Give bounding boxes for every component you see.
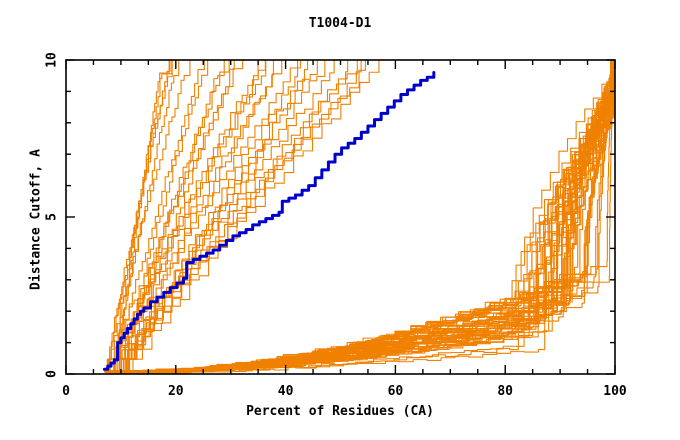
background-curve	[126, 108, 615, 374]
background-curve	[129, 73, 615, 374]
background-curve	[124, 74, 614, 374]
x-tick-label: 80	[497, 384, 513, 399]
background-curve	[104, 60, 173, 373]
background-curve	[112, 60, 173, 373]
x-tick-label: 40	[278, 384, 294, 399]
x-tick-label: 100	[603, 384, 627, 399]
x-tick-label: 60	[388, 384, 404, 399]
svg-text:5: 5	[45, 213, 60, 221]
background-curve	[104, 60, 259, 373]
background-curve	[114, 107, 615, 374]
x-tick-label: 0	[62, 384, 70, 399]
tick-label-layer: 0 20 40 60 80 100 0 5 10	[45, 52, 627, 399]
background-curve	[112, 60, 205, 373]
chart-title: T1004-D1	[308, 16, 372, 31]
x-tick-label: 20	[168, 384, 184, 399]
y-tick-label: 0	[45, 370, 60, 378]
y-tick-label: 10	[45, 52, 60, 68]
svg-text:0: 0	[45, 370, 60, 378]
background-curve	[104, 60, 244, 373]
background-curve	[123, 60, 615, 374]
background-curve	[119, 60, 326, 373]
background-curve	[111, 60, 613, 374]
background-curve	[108, 60, 615, 374]
background-curve	[127, 60, 614, 374]
background-curve	[106, 60, 301, 373]
y-tick-label: 5	[45, 213, 60, 221]
axis-layer	[65, 59, 616, 375]
background-curve	[128, 109, 614, 374]
background-curve	[116, 60, 170, 373]
background-curve	[109, 60, 274, 373]
background-curve	[108, 60, 266, 373]
background-curve	[119, 60, 358, 373]
background-curve	[105, 60, 191, 373]
highlight-curve	[102, 71, 436, 371]
background-curve	[123, 60, 380, 373]
background-curve	[115, 60, 366, 373]
background-curve	[117, 60, 362, 373]
background-curve	[110, 60, 349, 373]
series-layer	[102, 60, 615, 374]
background-curve	[119, 60, 612, 374]
x-axis-label: Percent of Residues (CA)	[246, 404, 434, 419]
svg-text:10: 10	[45, 52, 60, 68]
background-curve	[112, 60, 612, 374]
background-curve	[112, 60, 335, 373]
